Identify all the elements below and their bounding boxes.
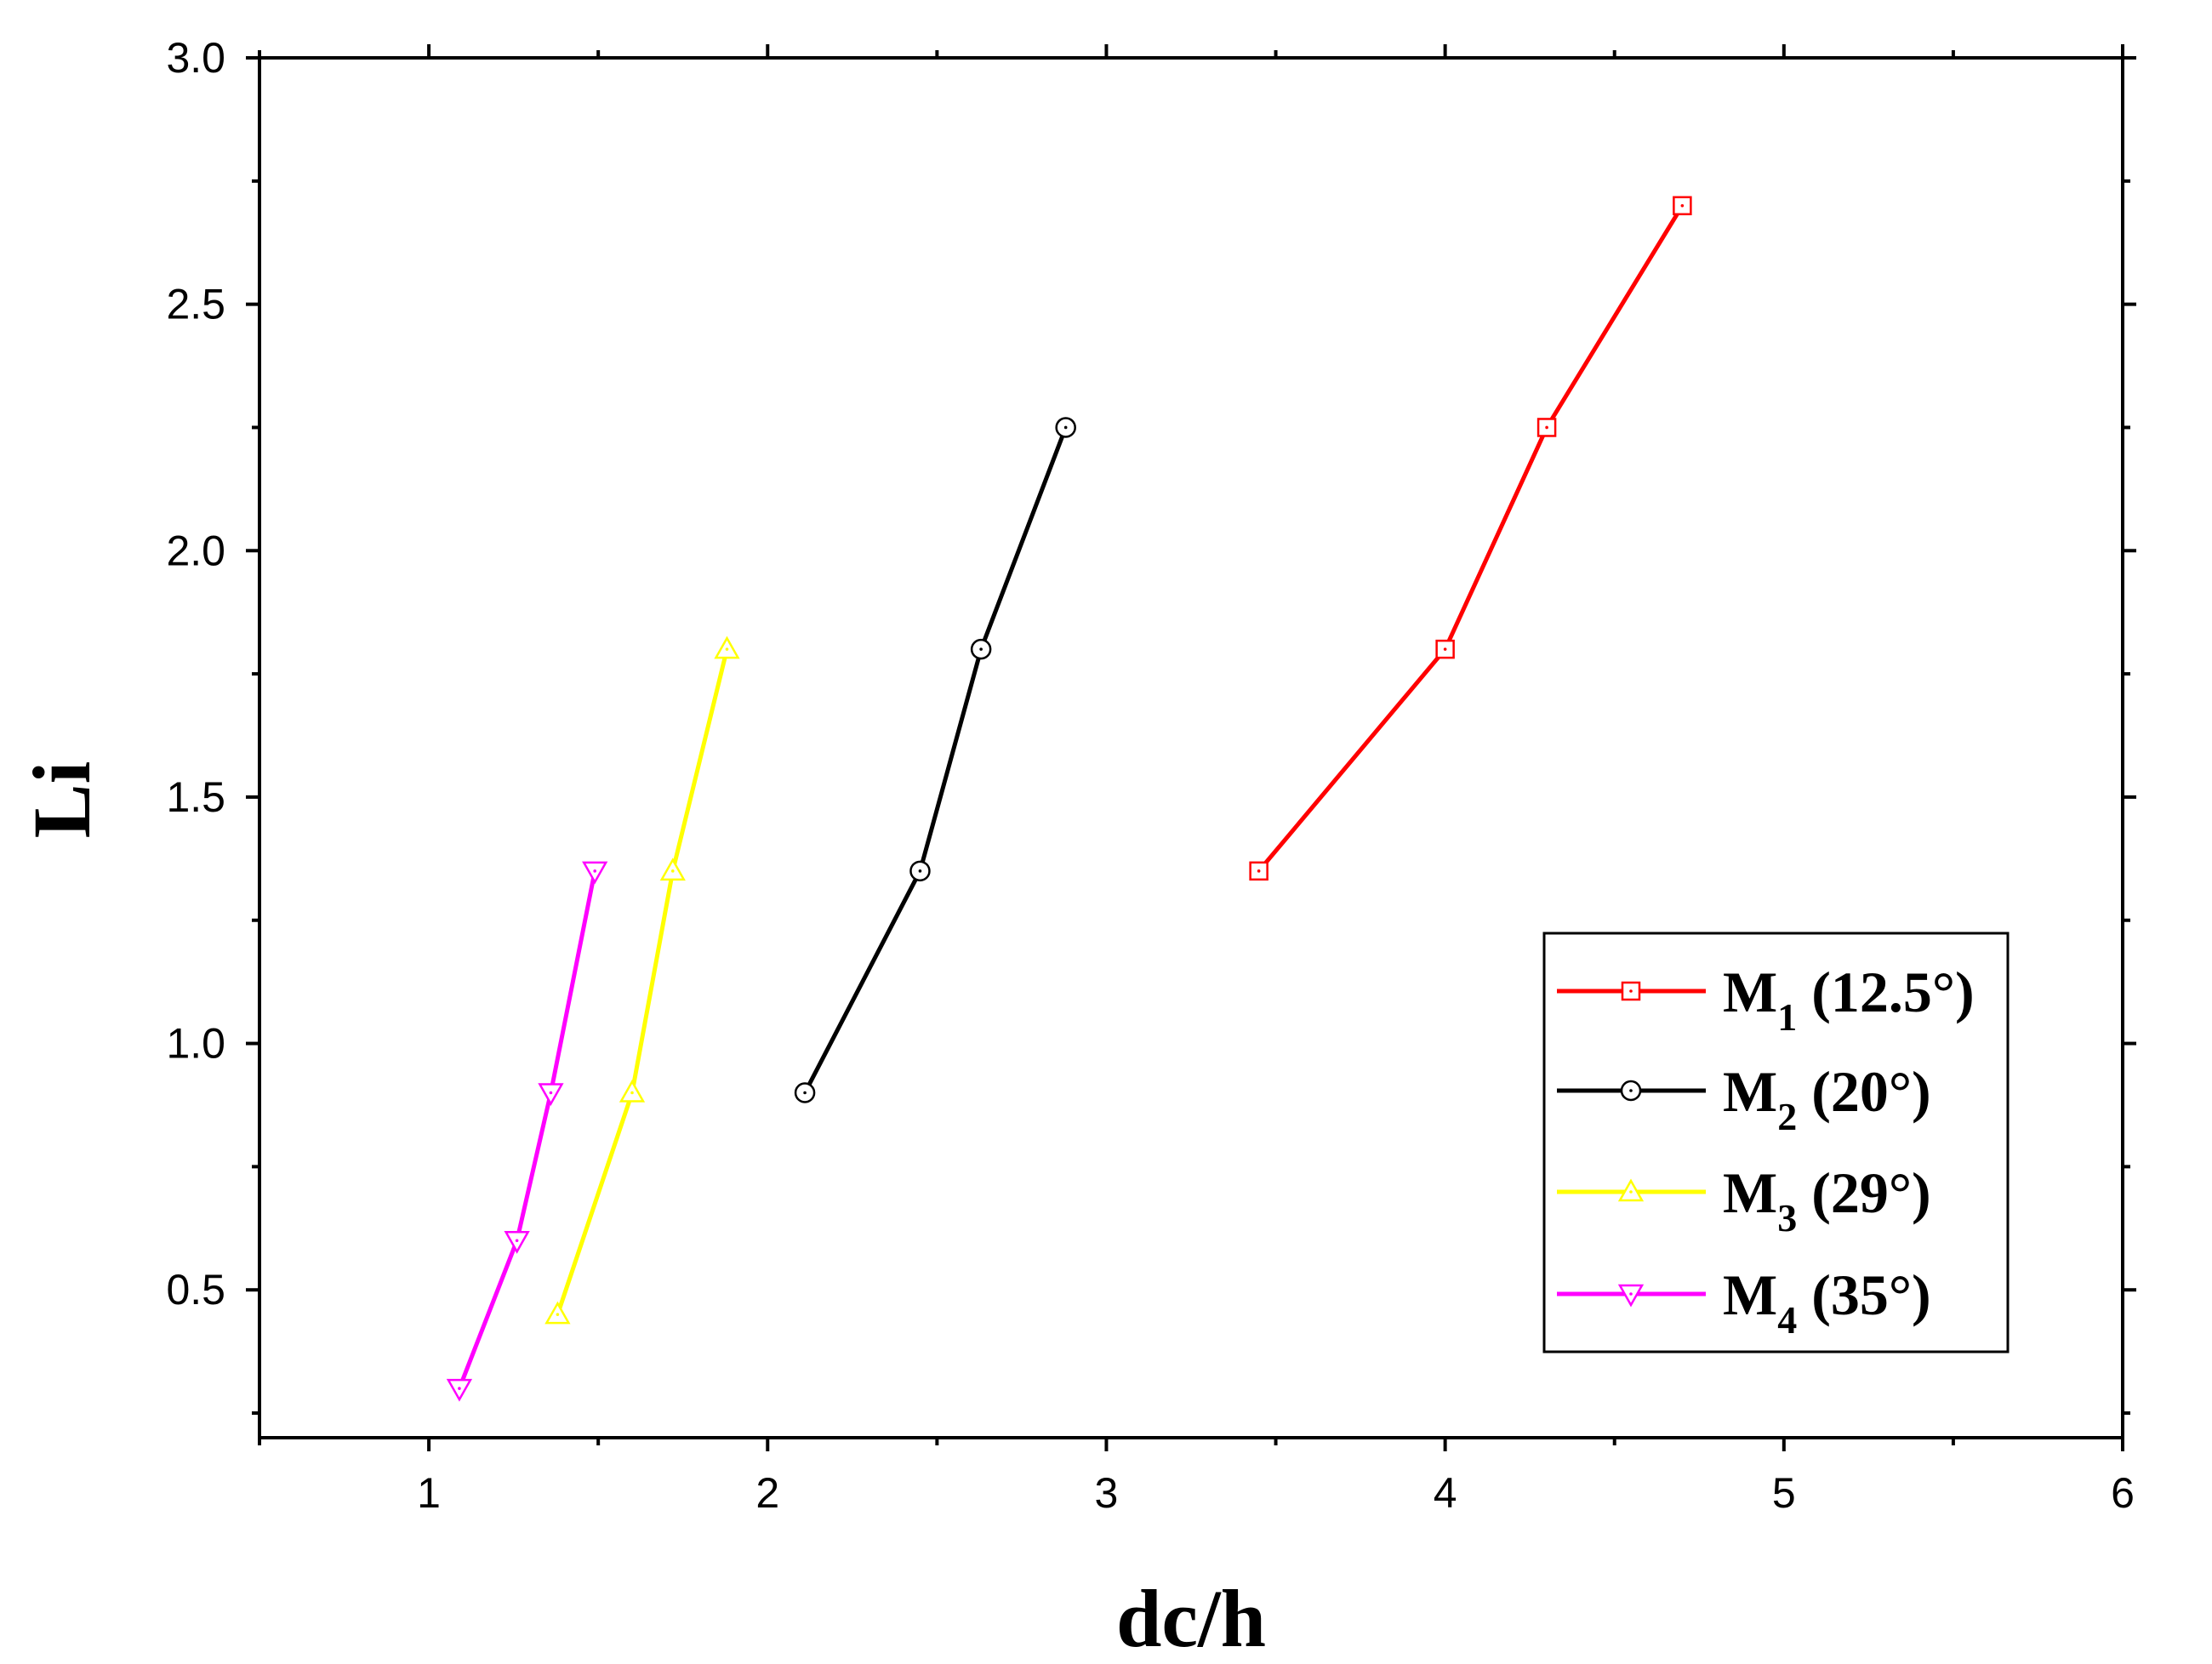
marker-center-dot xyxy=(1063,425,1068,430)
series-line xyxy=(457,870,597,1389)
marker-center-dot xyxy=(725,647,729,651)
series-line xyxy=(1257,204,1685,873)
marker-center-dot xyxy=(515,1239,519,1243)
series-1 xyxy=(1249,196,1692,881)
legend-item: M2 (20°) xyxy=(1557,1059,1931,1138)
data-point xyxy=(544,1301,571,1325)
data-point xyxy=(1055,417,1076,438)
plot-frame xyxy=(258,56,2124,1439)
legend-item: M4 (35°) xyxy=(1557,1262,1931,1342)
data-point xyxy=(794,1082,816,1103)
marker-center-dot xyxy=(1443,647,1447,651)
y-tick-label: 2.5 xyxy=(166,281,225,328)
legend-label: M3 (29°) xyxy=(1723,1160,1931,1239)
data-point xyxy=(504,1231,530,1254)
legend: M1 (12.5°) M2 (20°) M3 (29°) M4 (35°) xyxy=(1542,932,2010,1353)
marker-center-dot xyxy=(593,869,596,873)
series-4 xyxy=(446,861,608,1402)
marker-center-dot xyxy=(918,869,922,873)
data-point xyxy=(582,861,608,885)
legend-label: M1 (12.5°) xyxy=(1723,960,1975,1039)
marker-center-dot xyxy=(1629,1292,1633,1296)
series-2 xyxy=(794,417,1076,1103)
y-tick-label: 3.0 xyxy=(166,34,225,82)
y-axis-title: Li xyxy=(16,761,107,839)
data-point xyxy=(659,858,686,881)
data-point xyxy=(619,1079,646,1103)
legend-label: M2 (20°) xyxy=(1723,1059,1931,1138)
series-3 xyxy=(544,635,740,1325)
data-point xyxy=(909,860,931,882)
series-line xyxy=(802,426,1069,1094)
marker-center-dot xyxy=(630,1091,634,1095)
data-point xyxy=(538,1083,564,1107)
data-point xyxy=(970,638,992,660)
x-tick-label: 2 xyxy=(755,1469,779,1517)
data-point xyxy=(714,635,740,659)
data-point xyxy=(1249,861,1268,881)
marker-center-dot xyxy=(979,647,983,651)
marker-center-dot xyxy=(670,869,675,873)
marker-center-dot xyxy=(1545,425,1548,430)
series-line xyxy=(556,648,729,1315)
y-tick-label: 1.5 xyxy=(166,773,225,821)
tick-labels: 1 2 3 4 5 6 0.5 1.0 1.5 2.0 2.5 3.0 xyxy=(166,34,2134,1517)
data-point xyxy=(1536,418,1557,437)
legend-item: M3 (29°) xyxy=(1557,1160,1931,1239)
y-tick-label: 1.0 xyxy=(166,1020,225,1068)
marker-center-dot xyxy=(1257,869,1261,873)
marker-center-dot xyxy=(1629,989,1633,993)
marker-center-dot xyxy=(1680,203,1685,208)
marker-center-dot xyxy=(1629,1089,1633,1092)
marker-center-dot xyxy=(556,1313,560,1316)
x-tick-label: 5 xyxy=(1772,1469,1796,1517)
x-tick-label: 6 xyxy=(2111,1469,2135,1517)
y-tick-label: 2.0 xyxy=(166,527,225,574)
legend-label: M4 (35°) xyxy=(1723,1262,1931,1342)
x-tick-label: 4 xyxy=(1434,1469,1457,1517)
data-point xyxy=(1673,196,1692,216)
x-tick-label: 3 xyxy=(1095,1469,1119,1517)
y-tick-label: 0.5 xyxy=(166,1266,225,1314)
legend-box xyxy=(1542,932,2010,1353)
data-point xyxy=(1435,639,1455,659)
marker-center-dot xyxy=(803,1091,807,1095)
series-lines xyxy=(446,196,1692,1402)
marker-center-dot xyxy=(458,1387,461,1390)
legend-item: M1 (12.5°) xyxy=(1557,960,1975,1039)
data-point xyxy=(446,1378,473,1402)
x-tick-label: 1 xyxy=(417,1469,441,1517)
marker-center-dot xyxy=(549,1091,553,1095)
marker-center-dot xyxy=(1629,1190,1633,1194)
x-axis-title: dc/h xyxy=(1116,1573,1266,1664)
